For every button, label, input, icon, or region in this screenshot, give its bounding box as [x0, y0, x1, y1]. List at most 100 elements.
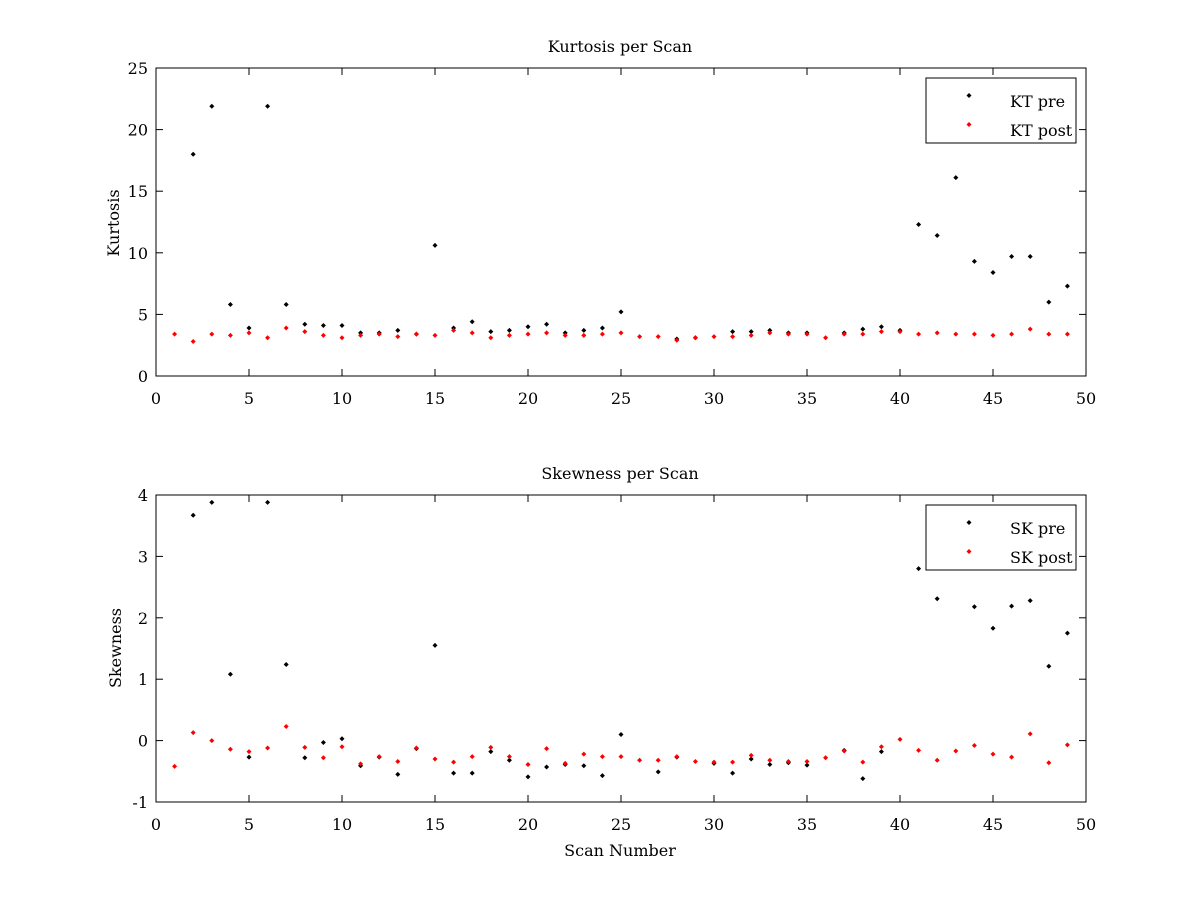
data-point-pre	[265, 499, 271, 505]
data-point-pre	[1064, 283, 1070, 289]
data-point-pre	[581, 327, 587, 333]
data-point-pre	[730, 770, 736, 776]
data-point-post	[748, 332, 754, 338]
data-point-post	[785, 758, 791, 764]
data-point-post	[581, 332, 587, 338]
data-point-post	[451, 759, 457, 765]
data-point-pre	[302, 755, 308, 761]
x-tick-label: 10	[332, 815, 352, 834]
data-point-post	[748, 752, 754, 758]
data-point-post	[953, 748, 959, 754]
data-point-pre	[190, 512, 196, 518]
data-point-post	[432, 756, 438, 762]
data-point-pre	[190, 151, 196, 157]
data-point-pre	[451, 770, 457, 776]
data-point-post	[804, 331, 810, 337]
data-point-post	[860, 759, 866, 765]
chart-title: Skewness per Scan	[541, 464, 698, 483]
data-point-post	[376, 331, 382, 337]
data-point-post	[190, 730, 196, 736]
data-point-pre	[227, 671, 233, 677]
data-point-pre	[953, 175, 959, 181]
data-point-pre	[339, 322, 345, 328]
data-point-pre	[339, 736, 345, 742]
x-axis-label: Scan Number	[564, 841, 676, 860]
data-point-pre	[990, 270, 996, 276]
legend-box	[925, 504, 1077, 571]
x-tick-label: 0	[151, 815, 161, 834]
data-point-post	[841, 331, 847, 337]
data-point-pre	[990, 625, 996, 631]
data-point-post	[469, 330, 475, 336]
data-point-pre	[283, 302, 289, 308]
data-point-pre	[395, 327, 401, 333]
legend-label-kt-post: KT post	[1010, 121, 1073, 140]
x-tick-label: 25	[611, 389, 631, 408]
data-point-pre	[599, 773, 605, 779]
x-tick-label: 30	[704, 389, 724, 408]
data-point-post	[376, 754, 382, 760]
data-point-post	[562, 760, 568, 766]
y-tick-label: 20	[128, 121, 148, 140]
data-point-post	[637, 757, 643, 763]
data-point-pre	[395, 771, 401, 777]
legend-marker-kt-pre	[966, 93, 972, 98]
y-tick-label: 0	[138, 732, 148, 751]
data-point-post	[1046, 331, 1052, 337]
data-point-post	[283, 325, 289, 331]
y-tick-label: 1	[138, 670, 148, 689]
data-point-post	[599, 331, 605, 337]
data-point-post	[339, 335, 345, 341]
y-tick-label: 4	[138, 486, 148, 505]
data-point-post	[916, 747, 922, 753]
legend-label-kt-pre: KT pre	[1010, 92, 1065, 111]
x-tick-label: 50	[1076, 389, 1096, 408]
data-point-post	[227, 332, 233, 338]
data-point-post	[804, 758, 810, 764]
data-point-post	[1046, 760, 1052, 766]
data-point-post	[618, 330, 624, 336]
data-point-pre	[506, 327, 512, 333]
data-point-pre	[581, 763, 587, 769]
x-tick-label: 0	[151, 389, 161, 408]
data-point-post	[785, 331, 791, 337]
data-point-post	[953, 331, 959, 337]
data-point-post	[190, 339, 196, 345]
x-tick-label: 35	[797, 815, 817, 834]
x-tick-label: 20	[518, 815, 538, 834]
data-point-pre	[469, 319, 475, 325]
data-point-pre	[916, 221, 922, 227]
data-point-pre	[916, 566, 922, 572]
data-point-post	[469, 754, 475, 760]
data-point-pre	[320, 739, 326, 745]
y-tick-label: 3	[138, 547, 148, 566]
data-point-post	[172, 763, 178, 769]
data-point-pre	[1009, 253, 1015, 259]
x-tick-label: 15	[425, 815, 445, 834]
data-point-pre	[209, 103, 215, 109]
data-point-pre	[209, 499, 215, 505]
data-point-post	[339, 744, 345, 750]
data-point-pre	[618, 309, 624, 315]
x-tick-label: 5	[244, 815, 254, 834]
data-point-post	[209, 331, 215, 337]
data-point-post	[692, 758, 698, 764]
data-point-pre	[971, 604, 977, 610]
data-point-pre	[878, 324, 884, 330]
data-point-pre	[860, 326, 866, 332]
data-point-post	[730, 759, 736, 765]
data-point-pre	[1046, 663, 1052, 669]
data-point-post	[1009, 331, 1015, 337]
data-point-pre	[525, 774, 531, 780]
data-point-post	[823, 755, 829, 761]
axis-ticks: 0 5 10 15 20 25 30 35 40 45 50 0 5 10 15 20 25	[128, 59, 1097, 408]
data-point-post	[934, 330, 940, 336]
data-point-post	[971, 331, 977, 337]
data-point-pre	[934, 596, 940, 602]
x-tick-label: 15	[425, 389, 445, 408]
y-tick-label: -1	[132, 793, 148, 812]
legend-marker-sk-post	[966, 549, 972, 554]
data-point-post	[395, 758, 401, 764]
